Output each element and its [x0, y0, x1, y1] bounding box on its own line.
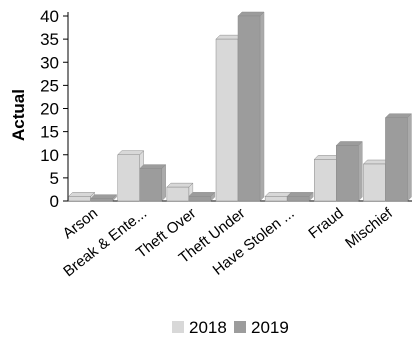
- y-axis-title: Actual: [9, 89, 28, 141]
- bar-2019-5: [335, 140, 363, 202]
- bar-side: [259, 11, 265, 202]
- bar-top: [335, 141, 363, 146]
- bar-top: [286, 192, 314, 197]
- legend-label-2018: 2018: [189, 318, 227, 337]
- bar-face: [363, 163, 386, 202]
- bar-2019-1: [139, 164, 167, 202]
- bar-2019-2: [188, 191, 216, 202]
- bar-side: [358, 140, 363, 202]
- y-tick-label: 15: [40, 123, 59, 142]
- bar-side: [407, 113, 412, 202]
- bar-top: [188, 192, 216, 197]
- bars: [67, 11, 412, 202]
- bar-top: [166, 182, 194, 188]
- y-tick-label: 30: [40, 53, 59, 72]
- bar-top: [139, 164, 167, 169]
- y-tick-label: 25: [40, 76, 59, 95]
- bar-top: [264, 192, 292, 197]
- x-category-label: Mischief: [342, 204, 396, 252]
- bar-side: [161, 164, 166, 202]
- y-tick-label: 35: [40, 30, 59, 49]
- y-tick-label: 0: [50, 192, 59, 211]
- bar-top: [117, 150, 145, 155]
- bar-2019-6: [384, 113, 412, 202]
- x-category-label: Break & Ente...: [60, 205, 150, 281]
- bar-top: [384, 113, 412, 118]
- bar-face: [90, 198, 113, 202]
- y-tick-label: 40: [40, 7, 59, 26]
- bar-2018-2: [166, 182, 194, 202]
- bar-face: [314, 159, 337, 202]
- bar-top: [89, 194, 118, 199]
- bar-2019-4: [286, 191, 314, 202]
- x-category-label: Arson: [60, 205, 101, 243]
- bar-face: [237, 15, 261, 202]
- legend: 2018 2019: [172, 318, 289, 337]
- x-category-label: Fraud: [305, 205, 346, 243]
- bar-face: [385, 117, 408, 202]
- legend-swatch-2018: [172, 321, 184, 333]
- bar-2019-3: [237, 11, 265, 202]
- y-tick-label: 10: [40, 146, 59, 165]
- bar-face: [139, 168, 162, 202]
- bar-face: [117, 154, 140, 202]
- bar-face: [188, 196, 212, 202]
- bar-face: [215, 38, 239, 202]
- bar-top: [237, 11, 265, 17]
- bar-top: [67, 192, 96, 197]
- bar-face: [286, 196, 310, 202]
- y-tick-label: 5: [50, 169, 59, 188]
- bar-face: [166, 186, 190, 202]
- legend-swatch-2019: [234, 321, 246, 333]
- y-tick-label: 20: [40, 100, 59, 119]
- bar-face: [336, 145, 359, 202]
- bar-2019-0: [89, 194, 118, 202]
- bar-face: [68, 196, 91, 202]
- bar-face: [264, 196, 288, 202]
- legend-label-2019: 2019: [251, 318, 289, 337]
